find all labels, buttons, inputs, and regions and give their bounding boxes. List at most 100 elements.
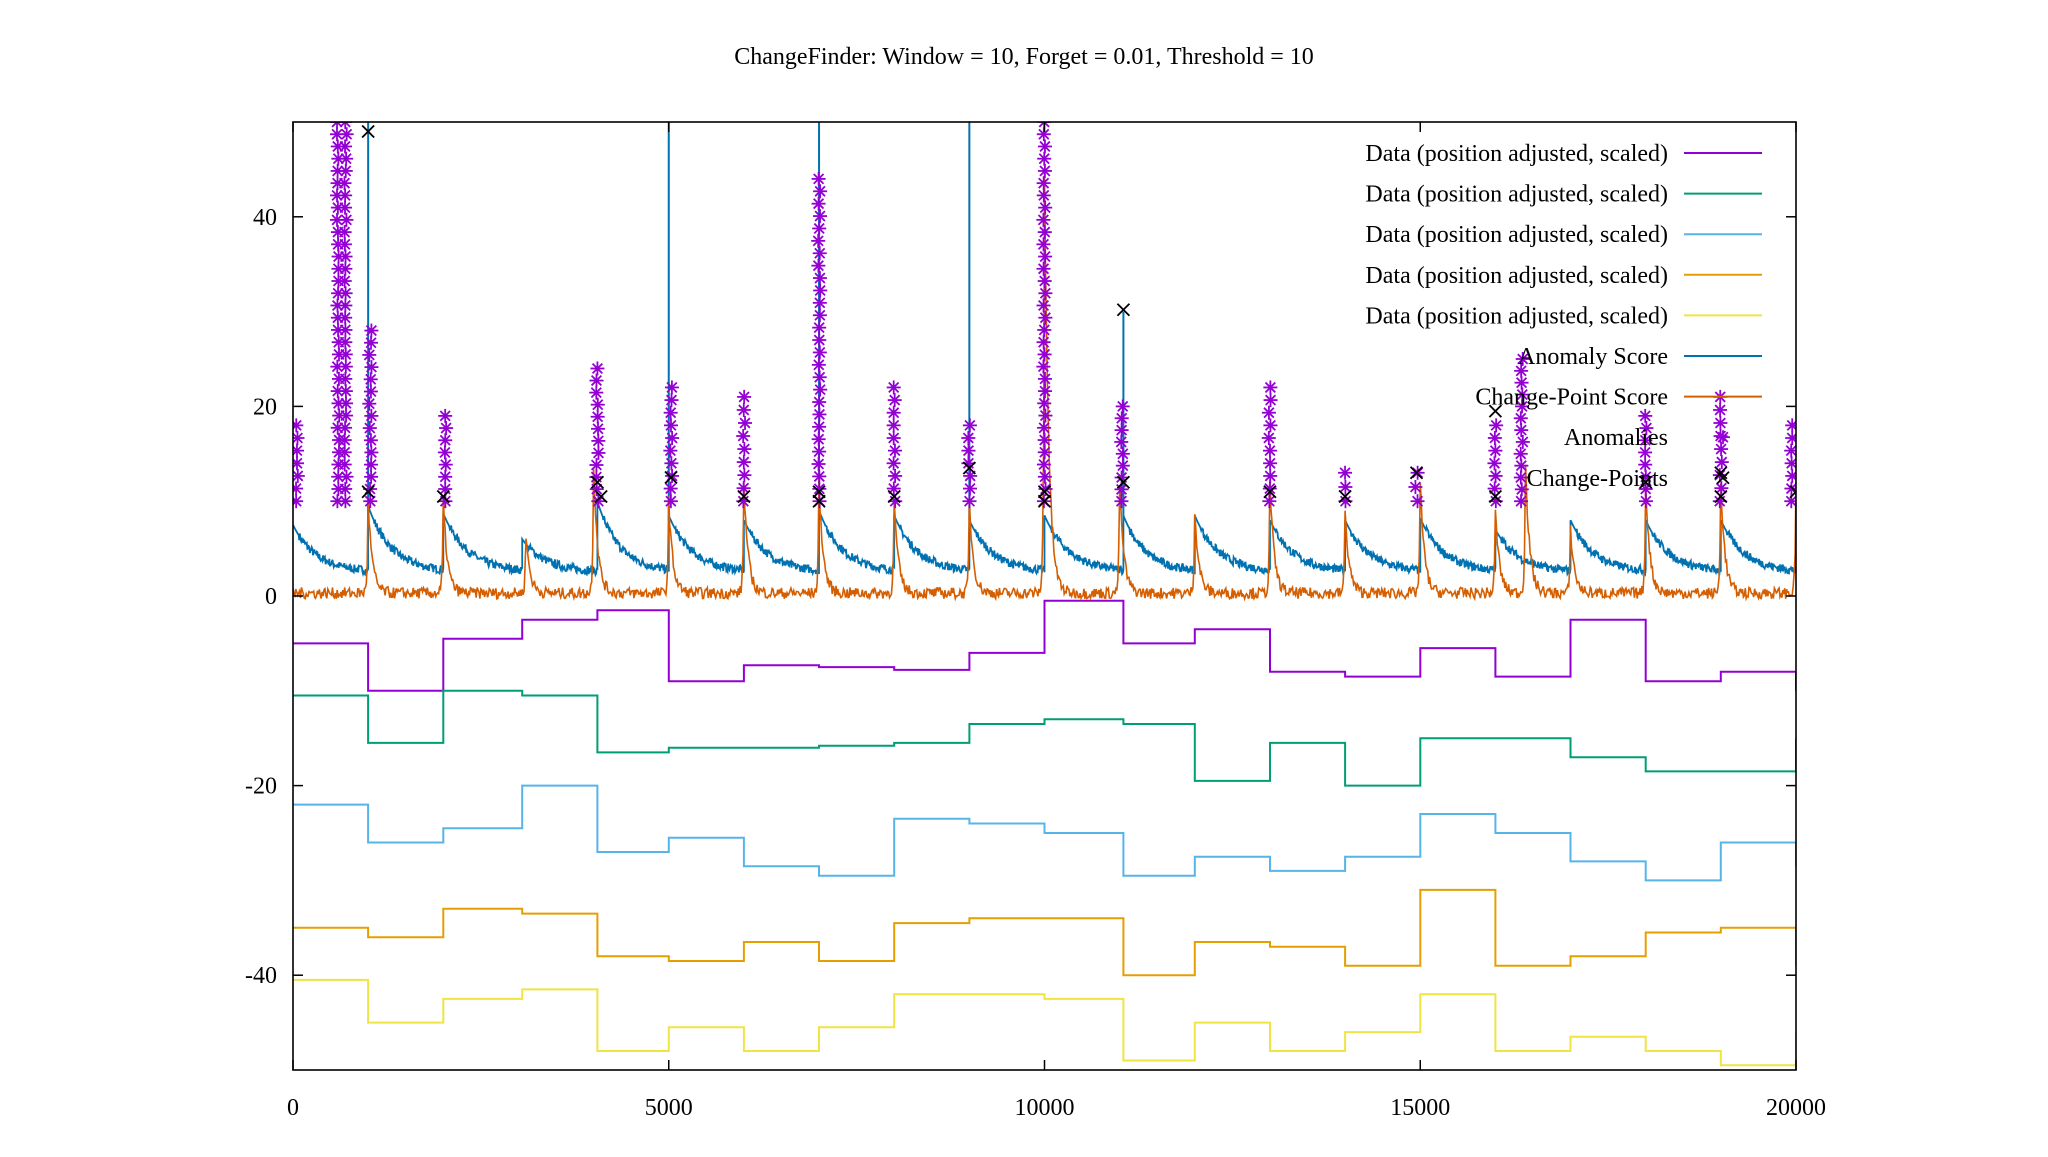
legend-label: Anomalies (1564, 425, 1668, 451)
anomaly-point (338, 420, 353, 435)
anomaly-point (812, 271, 827, 286)
anomaly-point (663, 494, 678, 509)
change-point-marker (1037, 494, 1052, 508)
anomaly-point (812, 469, 827, 484)
anomaly-point (812, 444, 827, 459)
anomaly-point (1037, 469, 1052, 484)
anomaly-point (338, 481, 353, 496)
anomaly-point (1037, 322, 1052, 337)
anomaly-point (364, 323, 379, 338)
anomaly-point (738, 415, 753, 430)
change-point-marker (1639, 475, 1653, 489)
anomaly-point (812, 481, 827, 496)
anomaly-point (591, 445, 606, 460)
anomaly-point (1514, 494, 1529, 509)
anomaly-point (339, 127, 354, 142)
anomaly-point (886, 405, 901, 420)
anomaly-point (338, 310, 353, 325)
anomaly-point (438, 494, 453, 509)
anomaly-point (1713, 402, 1728, 417)
change-point-marker (590, 475, 604, 489)
anomaly-point (736, 429, 751, 444)
legend-entry: Change-Points (1527, 466, 1730, 492)
anomaly-point (1638, 408, 1653, 423)
anomaly-point (1037, 347, 1052, 362)
anomaly-point (1114, 470, 1129, 485)
x-tick-label: 0 (287, 1095, 299, 1121)
anomaly-point (1036, 237, 1051, 252)
change-point-marker (361, 485, 375, 499)
anomaly-point (1515, 387, 1530, 402)
anomaly-point (1514, 482, 1529, 497)
change-point-marker (1338, 489, 1352, 504)
anomaly-point (364, 335, 379, 350)
anomaly-point (339, 396, 354, 411)
anomaly-point (1262, 443, 1277, 458)
x-tick-label: 20000 (1766, 1095, 1826, 1121)
change-point-marker (1116, 475, 1131, 489)
anomaly-point (664, 380, 679, 395)
change-point-marker (664, 470, 678, 485)
anomaly-point (589, 373, 604, 388)
anomaly-point (1037, 139, 1052, 154)
anomaly-point (887, 393, 902, 408)
chart-title: ChangeFinder: Window = 10, Forget = 0.01… (734, 44, 1314, 70)
anomaly-point (1114, 411, 1129, 426)
anomaly-point (1638, 433, 1653, 448)
anomaly-point (665, 431, 680, 445)
legend-label: Data (position adjusted, scaled) (1365, 182, 1668, 208)
anomaly-point (338, 335, 353, 350)
anomaly-point (1036, 188, 1051, 203)
anomaly-point (1114, 423, 1129, 438)
anomaly-point (1036, 335, 1051, 350)
anomaly-point (439, 421, 454, 436)
anomaly-point (1785, 468, 1796, 483)
legend-label: Data (position adjusted, scaled) (1365, 222, 1668, 248)
anomaly-point (737, 468, 752, 483)
anomaly-point (1514, 375, 1529, 390)
anomaly-point (437, 445, 452, 460)
anomaly-point (591, 421, 606, 436)
anomaly-point (293, 418, 304, 433)
anomaly-point (1338, 479, 1353, 494)
anomaly-point (330, 122, 345, 129)
anomaly-point (338, 298, 353, 313)
anomaly-point (339, 212, 354, 227)
data-step-series-1 (293, 599, 1796, 692)
change-point-marker (1789, 485, 1796, 499)
anomaly-point (364, 445, 379, 460)
anomaly-point (737, 442, 752, 457)
anomaly-point (811, 258, 826, 273)
legend-entry: Data (position adjusted, scaled) (1365, 263, 1762, 289)
anomaly-point (1037, 396, 1052, 411)
anomaly-point (886, 431, 901, 445)
legend-entry: Anomalies (1564, 425, 1730, 451)
anomaly-point (1515, 434, 1530, 449)
anomaly-point (438, 433, 453, 448)
legend-label: Data (position adjusted, scaled) (1365, 141, 1668, 167)
anomaly-point (293, 443, 304, 458)
anomaly-point (338, 384, 353, 399)
anomaly-point (338, 249, 353, 264)
anomaly-point (1263, 380, 1278, 395)
change-point-marker (361, 124, 375, 139)
anomaly-point (338, 139, 353, 154)
change-point-marker (1409, 466, 1424, 480)
anomaly-point (1037, 420, 1052, 435)
anomaly-point (812, 407, 827, 422)
anomaly-point (811, 432, 826, 447)
anomaly-point (338, 494, 353, 509)
anomaly-point (1513, 470, 1528, 485)
anomaly-point (1513, 446, 1528, 461)
legend-label: Data (position adjusted, scaled) (1365, 263, 1668, 289)
anomaly-point (1038, 200, 1053, 215)
anomaly-point (1488, 443, 1503, 458)
anomaly-point (1036, 359, 1051, 374)
anomaly-point (1263, 468, 1278, 483)
anomaly-point (1514, 423, 1529, 438)
anomaly-point (1784, 481, 1796, 496)
anomaly-point (812, 295, 827, 310)
anomaly-point (812, 320, 827, 335)
anomaly-point (362, 421, 377, 436)
